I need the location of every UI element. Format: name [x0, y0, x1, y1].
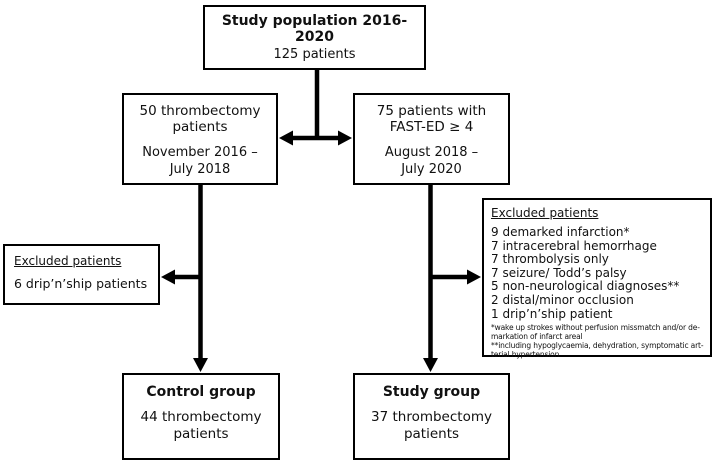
control-group-title: Control group — [146, 384, 256, 400]
arrowhead-left-icon — [279, 130, 293, 146]
excluded-right-item: 5 non-neurological diagnoses** — [491, 279, 680, 294]
arrowhead-down-left-icon — [193, 358, 208, 372]
excluded-right-item: 1 drip’n’ship patient — [491, 306, 613, 321]
excluded-right-item: 2 distal/minor occlusion — [491, 292, 634, 307]
study-group-title: Study group — [382, 384, 481, 400]
excluded-right-item: 7 intracerebral hemorrhage — [491, 238, 657, 253]
excluded-right-item: 7 seizure/ Todd’s palsy — [491, 265, 627, 280]
study-population-box: Study population 2016- 2020 125 patients — [203, 5, 426, 70]
excluded-right-item: 9 demarked infarction* — [491, 225, 630, 239]
footnote-line: markation of infarct areal — [491, 331, 583, 341]
control-group-box: Control group 44 thrombectomy patients — [122, 373, 280, 460]
thrombectomy-cohort-box: 50 thrombectomy patients November 2016 –… — [122, 93, 278, 185]
arrowhead-down-right-icon — [423, 358, 438, 372]
study-population-count: 125 patients — [273, 47, 356, 62]
study-group-count: 37 thrombectomy patients — [371, 409, 492, 442]
excluded-left-heading: Excluded patients — [14, 254, 122, 268]
arrowhead-left-branch-icon — [161, 269, 175, 285]
footnote-line: terial hypertension — [491, 349, 560, 359]
excluded-right-footnotes: *wake up strokes without perfusion missm… — [491, 323, 710, 359]
control-group-count: 44 thrombectomy patients — [140, 409, 262, 442]
excluded-right-item: 7 thrombolysis only — [491, 252, 609, 267]
fast-ed-cohort-box: 75 patients with FAST-ED ≥ 4 August 2018… — [353, 93, 510, 185]
study-population-title: Study population 2016- 2020 — [221, 13, 408, 45]
fast-ed-cohort-dates: August 2018 – July 2020 — [384, 145, 479, 177]
study-group-box: Study group 37 thrombectomy patients — [353, 373, 510, 460]
fast-ed-cohort-title: 75 patients with FAST-ED ≥ 4 — [376, 103, 487, 135]
excluded-patients-right-box: Excluded patients 9 demarked infarction*… — [482, 198, 712, 359]
thrombectomy-cohort-title: 50 thrombectomy patients — [139, 103, 261, 135]
excluded-patients-left-box: Excluded patients 6 drip’n’ship patients — [3, 244, 160, 305]
excluded-left-item: 6 drip’n’ship patients — [14, 276, 148, 291]
excluded-right-heading: Excluded patients — [491, 206, 599, 220]
thrombectomy-cohort-dates: November 2016 – July 2018 — [142, 145, 258, 177]
arrowhead-right-branch-icon — [467, 269, 481, 285]
footnote-line: *wake up strokes without perfusion missm… — [491, 323, 700, 333]
footnote-line: **including hypoglycaemia, dehydration, … — [491, 340, 704, 350]
arrowhead-right-icon — [338, 130, 352, 146]
